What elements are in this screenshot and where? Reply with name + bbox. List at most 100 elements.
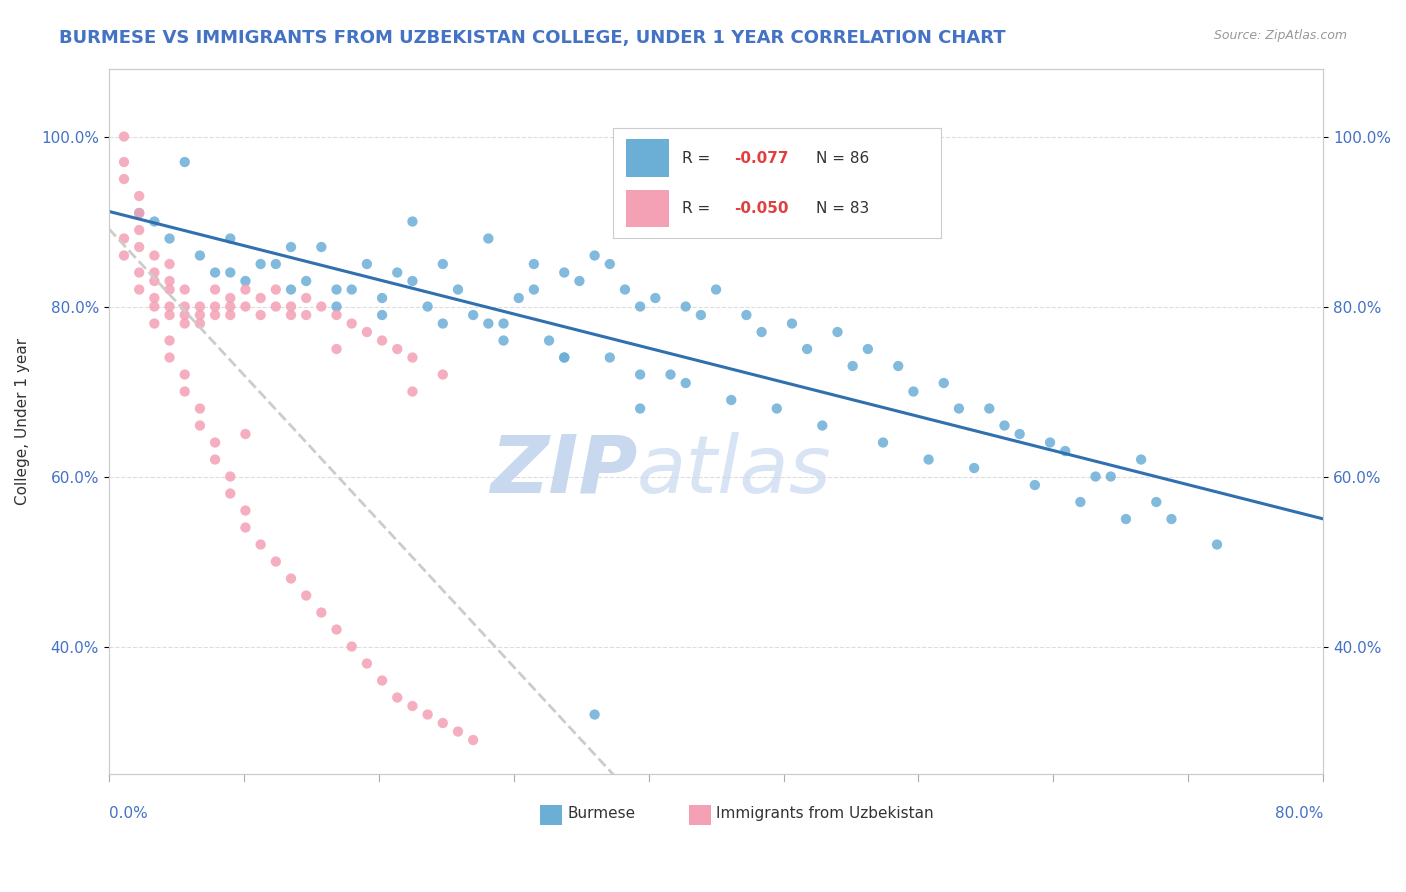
Point [112, 129, 135, 144]
Point [325, 283, 347, 297]
Point [280, 572, 302, 586]
Point [689, 308, 711, 322]
Point [371, 291, 394, 305]
Point [235, 274, 257, 288]
Point [614, 283, 637, 297]
Point [538, 334, 561, 348]
Point [1160, 512, 1182, 526]
Point [463, 308, 485, 322]
Point [188, 248, 211, 262]
Point [295, 308, 318, 322]
Point [856, 342, 879, 356]
Point [235, 427, 257, 442]
Point [827, 325, 849, 339]
Point [159, 351, 181, 365]
Text: ZIP: ZIP [489, 432, 637, 509]
Point [948, 401, 970, 416]
Point [553, 351, 575, 365]
Point [416, 707, 439, 722]
Point [1008, 427, 1031, 442]
Point [432, 317, 454, 331]
Point [371, 673, 394, 688]
Point [1206, 537, 1229, 551]
Text: 80.0%: 80.0% [1275, 805, 1323, 821]
Point [583, 248, 606, 262]
Point [583, 707, 606, 722]
Point [128, 206, 150, 220]
Point [159, 334, 181, 348]
Point [173, 368, 195, 382]
Point [159, 300, 181, 314]
Point [204, 452, 226, 467]
Point [371, 334, 394, 348]
FancyBboxPatch shape [540, 805, 562, 825]
Point [112, 248, 135, 262]
Point [204, 266, 226, 280]
Point [264, 555, 287, 569]
Point [432, 257, 454, 271]
Point [219, 486, 242, 500]
Point [128, 240, 150, 254]
Point [173, 317, 195, 331]
Point [644, 291, 666, 305]
Point [356, 257, 378, 271]
Point [401, 699, 423, 714]
Point [796, 342, 818, 356]
Point [340, 640, 363, 654]
Point [599, 257, 621, 271]
Point [128, 206, 150, 220]
Point [143, 300, 166, 314]
Point [173, 300, 195, 314]
Point [432, 716, 454, 731]
Point [173, 308, 195, 322]
Point [917, 452, 939, 467]
Point [492, 334, 515, 348]
Point [401, 274, 423, 288]
Y-axis label: College, Under 1 year: College, Under 1 year [15, 338, 30, 505]
Point [523, 257, 546, 271]
Text: BURMESE VS IMMIGRANTS FROM UZBEKISTAN COLLEGE, UNDER 1 YEAR CORRELATION CHART: BURMESE VS IMMIGRANTS FROM UZBEKISTAN CO… [59, 29, 1005, 46]
Point [887, 359, 910, 373]
Point [235, 283, 257, 297]
Point [553, 266, 575, 280]
Point [508, 291, 530, 305]
Point [1144, 495, 1167, 509]
Point [112, 155, 135, 169]
Point [264, 283, 287, 297]
Point [463, 733, 485, 747]
Point [264, 300, 287, 314]
Point [553, 351, 575, 365]
Point [159, 308, 181, 322]
Point [1039, 435, 1062, 450]
Point [280, 283, 302, 297]
Point [401, 214, 423, 228]
Point [219, 291, 242, 305]
Point [387, 690, 409, 705]
Point [235, 300, 257, 314]
Point [249, 308, 271, 322]
Point [416, 300, 439, 314]
Point [143, 291, 166, 305]
Point [188, 308, 211, 322]
Point [112, 231, 135, 245]
Point [1069, 495, 1091, 509]
Point [872, 435, 894, 450]
Point [1054, 444, 1077, 458]
Point [204, 300, 226, 314]
Point [295, 589, 318, 603]
Point [841, 359, 863, 373]
Point [219, 231, 242, 245]
Text: atlas: atlas [637, 432, 832, 509]
Point [675, 300, 697, 314]
Point [628, 368, 651, 382]
Point [235, 503, 257, 517]
Point [751, 325, 773, 339]
Point [704, 283, 727, 297]
Point [1130, 452, 1153, 467]
Point [249, 257, 271, 271]
Point [1084, 469, 1107, 483]
Point [477, 231, 499, 245]
Point [720, 392, 742, 407]
Point [159, 231, 181, 245]
Point [235, 520, 257, 534]
